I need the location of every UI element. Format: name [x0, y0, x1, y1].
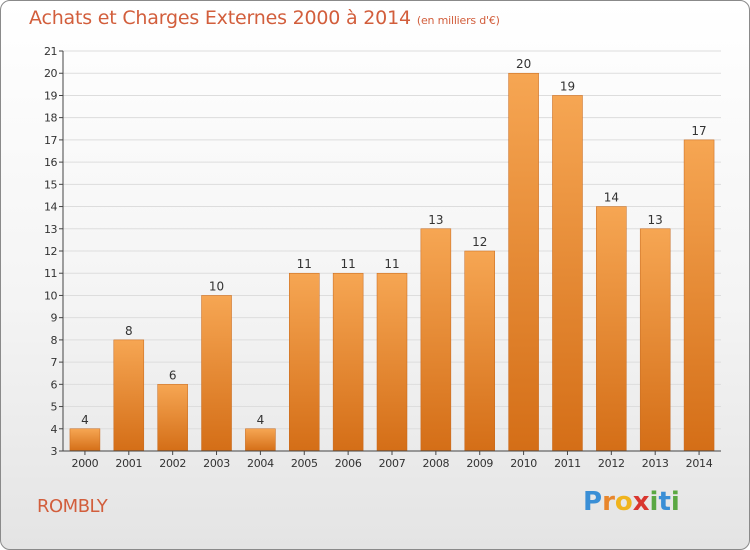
- x-tick-label: 2001: [115, 457, 142, 470]
- y-tick-label: 6: [51, 378, 58, 391]
- logo-letter: t: [658, 487, 671, 517]
- bar-2010[interactable]: [508, 72, 539, 452]
- bar-2013[interactable]: [639, 228, 671, 452]
- y-tick-label: 10: [44, 289, 57, 302]
- y-tick-label: 13: [44, 223, 57, 236]
- bar-2012[interactable]: [596, 206, 627, 452]
- data-label: 14: [604, 191, 619, 205]
- logo-letter: P: [583, 487, 603, 517]
- data-label: 13: [648, 213, 663, 227]
- y-tick-label: 16: [44, 156, 57, 169]
- data-label: 4: [81, 413, 89, 427]
- bar-2001[interactable]: [113, 339, 145, 452]
- x-tick-label: 2007: [379, 457, 406, 470]
- y-tick-label: 4: [51, 423, 58, 436]
- bar-2011[interactable]: [552, 95, 583, 452]
- x-tick-label: 2014: [686, 457, 713, 470]
- bar-2005[interactable]: [289, 272, 320, 452]
- x-tick-label: 2013: [642, 457, 669, 470]
- x-tick-label: 2011: [554, 457, 581, 470]
- y-tick-label: 21: [44, 45, 57, 58]
- axes: 3 4 5 6 7 8 9 10 11 12 13 14 15 16 17 18 19 20 21 2000 2001 2…: [44, 45, 721, 470]
- y-tick-label: 19: [44, 89, 57, 102]
- proxiti-logo[interactable]: Proxiti: [583, 487, 680, 517]
- data-label: 19: [560, 79, 575, 93]
- data-label: 4: [257, 413, 265, 427]
- data-label: 13: [428, 213, 443, 227]
- y-tick-label: 8: [51, 334, 58, 347]
- bar-2007[interactable]: [376, 272, 408, 452]
- chart-title: Achats et Charges Externes 2000 à 2014 (e…: [29, 7, 500, 29]
- data-label: 17: [691, 124, 706, 138]
- logo-letter: i: [670, 487, 680, 517]
- y-tick-label: 12: [44, 245, 57, 258]
- town-name: ROMBLY: [37, 496, 108, 517]
- data-label: 8: [125, 324, 133, 338]
- bar-2014[interactable]: [683, 139, 715, 452]
- data-label: 11: [340, 257, 355, 271]
- data-label: 20: [516, 57, 531, 71]
- bars: 4 8 6 10 4 11 11 11 13 12 20 19 14 13 17: [69, 57, 715, 452]
- x-tick-label: 2004: [247, 457, 274, 470]
- x-tick-label: 2002: [159, 457, 186, 470]
- y-tick-label: 5: [51, 401, 58, 414]
- title-text: Achats et Charges Externes 2000 à 2014: [29, 7, 411, 29]
- y-tick-label: 9: [51, 312, 58, 325]
- y-tick-label: 18: [44, 112, 57, 125]
- data-label: 11: [384, 257, 399, 271]
- chart-subtitle: (en milliers d'€): [416, 14, 500, 27]
- x-tick-label: 2005: [291, 457, 318, 470]
- x-tick-label: 2000: [72, 457, 99, 470]
- y-tick-label: 20: [44, 67, 57, 80]
- x-tick-label: 2006: [335, 457, 362, 470]
- y-tick-label: 7: [51, 356, 58, 369]
- x-tick-label: 2012: [598, 457, 625, 470]
- data-label: 10: [209, 279, 224, 293]
- bar-2004[interactable]: [245, 428, 276, 452]
- logo-letter: x: [632, 487, 650, 517]
- data-label: 12: [472, 235, 487, 249]
- data-label: 11: [297, 257, 312, 271]
- x-tick-label: 2009: [466, 457, 493, 470]
- x-tick-label: 2003: [203, 457, 230, 470]
- logo-letter: o: [614, 487, 633, 517]
- y-tick-label: 15: [44, 178, 57, 191]
- x-tick-label: 2008: [422, 457, 449, 470]
- logo-letter: i: [649, 487, 659, 517]
- y-tick-label: 3: [51, 445, 58, 458]
- bar-2000[interactable]: [69, 428, 101, 452]
- bar-2009[interactable]: [464, 250, 495, 452]
- logo-letter: r: [602, 487, 615, 517]
- y-tick-label: 14: [44, 201, 57, 214]
- bar-2008[interactable]: [420, 228, 452, 452]
- bar-2002[interactable]: [157, 384, 188, 452]
- y-tick-label: 17: [44, 134, 57, 147]
- bar-2006[interactable]: [332, 272, 364, 452]
- y-tick-label: 11: [44, 267, 57, 280]
- bar-2003[interactable]: [201, 295, 232, 452]
- x-tick-label: 2010: [510, 457, 537, 470]
- data-label: 6: [169, 368, 177, 382]
